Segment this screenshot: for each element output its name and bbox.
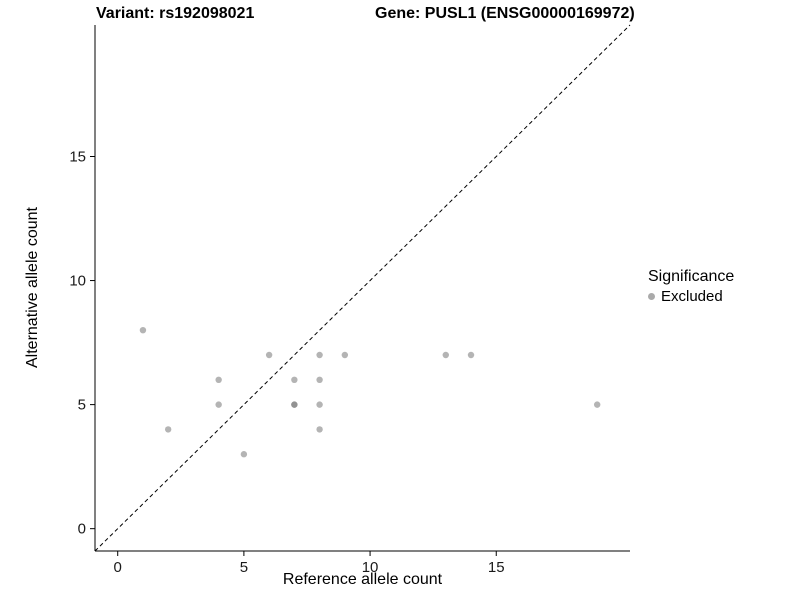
legend-entry-excluded: Excluded: [648, 288, 734, 305]
svg-text:5: 5: [78, 397, 86, 414]
svg-text:10: 10: [69, 273, 86, 290]
excluded-point-icon: [648, 293, 655, 300]
plot-title-variant: Variant: rs192098021: [96, 5, 255, 22]
svg-text:15: 15: [69, 149, 86, 166]
legend: Significance Excluded: [648, 268, 734, 305]
legend-entry-label: Excluded: [661, 288, 723, 305]
svg-text:15: 15: [488, 559, 505, 576]
svg-text:10: 10: [362, 559, 379, 576]
legend-title: Significance: [648, 268, 735, 285]
x-axis-label: Reference allele count: [282, 571, 443, 588]
y-axis-label: Alternative allele count: [24, 207, 41, 369]
svg-text:0: 0: [114, 559, 122, 576]
svg-text:0: 0: [78, 521, 86, 538]
svg-text:5: 5: [240, 559, 248, 576]
plot-title-gene: Gene: PUSL1 (ENSG00000169972): [375, 5, 635, 22]
